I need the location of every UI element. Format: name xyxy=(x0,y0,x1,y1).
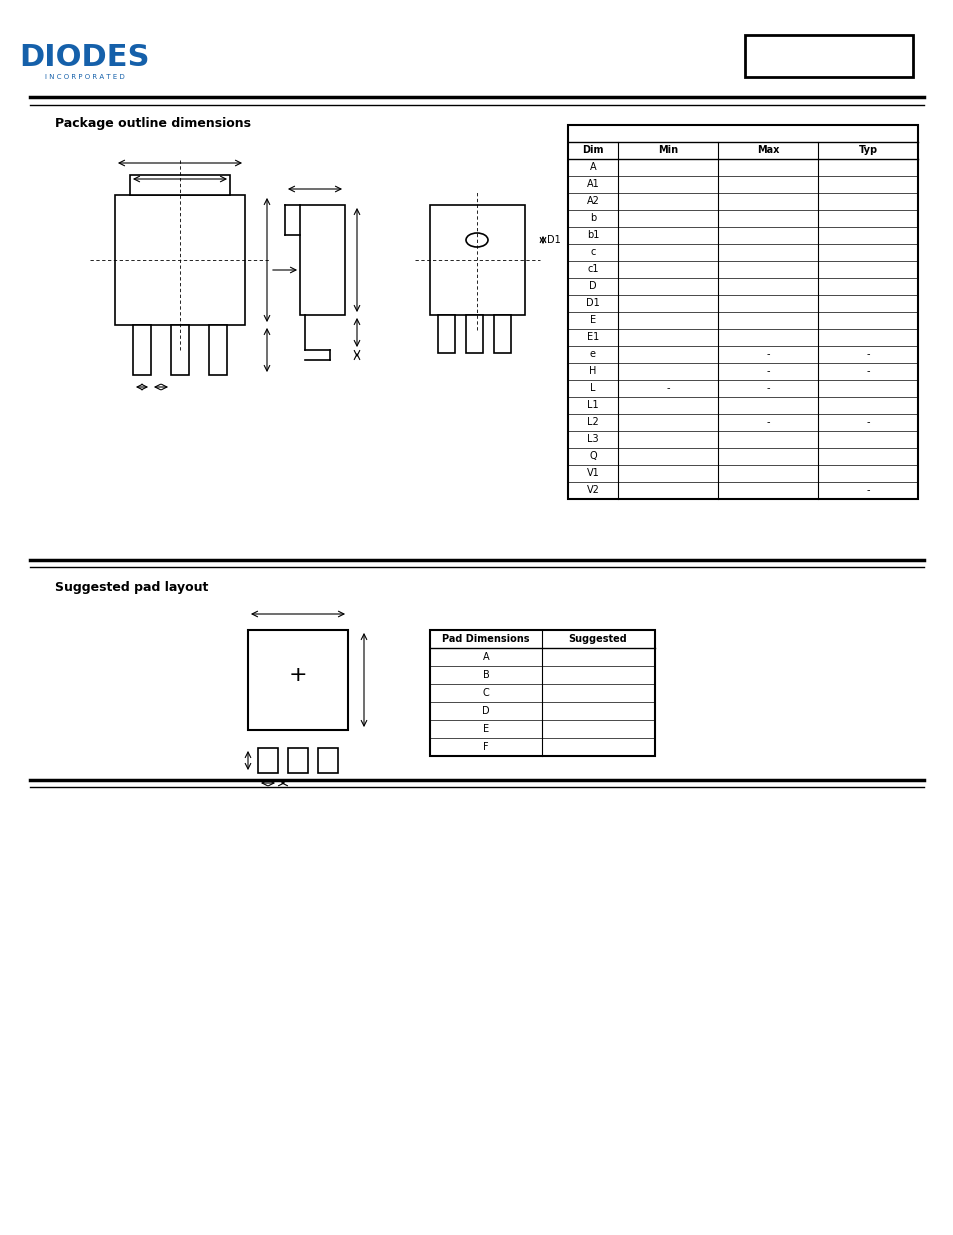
Text: C: C xyxy=(482,688,489,698)
Text: V1: V1 xyxy=(586,468,598,478)
Text: Pad Dimensions: Pad Dimensions xyxy=(442,634,529,643)
Text: -: - xyxy=(765,383,769,393)
Bar xyxy=(437,315,455,353)
Bar xyxy=(209,325,227,375)
Bar xyxy=(132,325,151,375)
Text: c: c xyxy=(590,247,595,257)
Text: E1: E1 xyxy=(586,332,598,342)
Text: -: - xyxy=(765,417,769,427)
Bar xyxy=(744,35,912,77)
Text: -: - xyxy=(865,350,869,359)
Text: Suggested: Suggested xyxy=(568,634,627,643)
Text: -: - xyxy=(865,485,869,495)
Text: A: A xyxy=(482,652,489,662)
Bar xyxy=(171,325,189,375)
Bar xyxy=(257,748,277,773)
Text: B: B xyxy=(482,671,489,680)
Text: E: E xyxy=(589,315,596,325)
Text: -: - xyxy=(765,366,769,375)
Bar xyxy=(567,125,917,499)
Text: DIODES: DIODES xyxy=(20,42,150,72)
Bar xyxy=(317,748,337,773)
Text: H: H xyxy=(589,366,596,375)
Text: Q: Q xyxy=(589,451,597,461)
Text: D1: D1 xyxy=(546,235,560,245)
Text: Max: Max xyxy=(756,144,779,156)
Text: E: E xyxy=(482,724,489,734)
Bar xyxy=(430,205,524,315)
Text: L1: L1 xyxy=(587,400,598,410)
Text: b: b xyxy=(589,212,596,224)
Text: V2: V2 xyxy=(586,485,598,495)
Bar xyxy=(288,748,308,773)
Text: +: + xyxy=(289,664,307,685)
Text: -: - xyxy=(665,383,669,393)
Bar xyxy=(248,630,348,730)
Text: D: D xyxy=(589,282,597,291)
Text: A: A xyxy=(589,162,596,172)
Text: Dim: Dim xyxy=(581,144,603,156)
Text: L2: L2 xyxy=(586,417,598,427)
Text: D: D xyxy=(481,706,489,716)
Text: D1: D1 xyxy=(585,298,599,308)
Bar xyxy=(115,195,245,325)
Text: Package outline dimensions: Package outline dimensions xyxy=(55,116,251,130)
Text: L: L xyxy=(590,383,595,393)
Text: -: - xyxy=(865,366,869,375)
Text: I N C O R P O R A T E D: I N C O R P O R A T E D xyxy=(45,74,125,80)
Bar xyxy=(465,315,482,353)
Text: A2: A2 xyxy=(586,196,598,206)
Text: -: - xyxy=(765,350,769,359)
Bar xyxy=(430,630,655,756)
Text: -: - xyxy=(865,417,869,427)
Text: Typ: Typ xyxy=(858,144,877,156)
Text: Suggested pad layout: Suggested pad layout xyxy=(55,580,208,594)
Text: Min: Min xyxy=(658,144,678,156)
Text: L3: L3 xyxy=(587,433,598,445)
Bar xyxy=(494,315,511,353)
Ellipse shape xyxy=(465,233,488,247)
Bar xyxy=(130,175,230,195)
Bar xyxy=(299,205,345,315)
Text: A1: A1 xyxy=(586,179,598,189)
Text: e: e xyxy=(589,350,596,359)
Text: F: F xyxy=(482,742,488,752)
Text: b1: b1 xyxy=(586,230,598,240)
Text: c1: c1 xyxy=(587,264,598,274)
